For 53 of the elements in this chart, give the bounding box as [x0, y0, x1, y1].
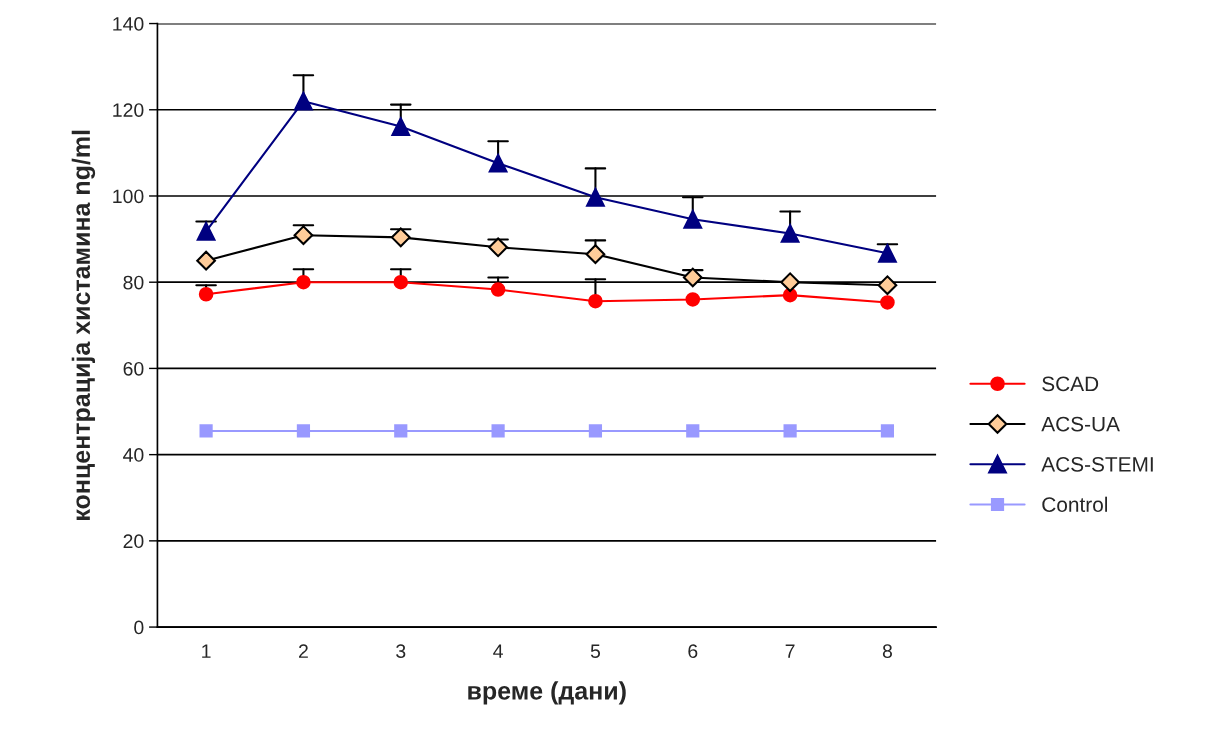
point: [780, 224, 800, 243]
x-tick-label: 8: [882, 644, 892, 659]
point: [490, 282, 506, 297]
point: [488, 237, 508, 258]
point: [783, 424, 797, 438]
x-tick-label: 5: [590, 644, 601, 659]
point: [780, 272, 800, 293]
point: [390, 227, 411, 248]
point: [293, 225, 314, 246]
y-tick-label: 100: [113, 189, 144, 204]
legend-label: ACS-STEMI: [1041, 456, 1153, 472]
x-tick-label: 4: [493, 644, 503, 658]
point: [491, 424, 505, 438]
x-tick-label: 7: [785, 644, 795, 658]
point: [877, 275, 898, 296]
point: [196, 221, 216, 241]
x-tick-label: 1: [202, 644, 211, 658]
point: [391, 117, 411, 136]
x-tick-label: 3: [396, 644, 406, 659]
legend-label: ACS-UA: [1041, 416, 1120, 432]
point: [586, 187, 605, 207]
point: [196, 250, 216, 271]
y-tick-label: 0: [134, 620, 144, 635]
point: [488, 153, 508, 173]
y-tick-label: 20: [123, 534, 144, 549]
point: [685, 292, 701, 307]
point: [394, 424, 408, 438]
point: [294, 91, 313, 111]
point: [393, 274, 409, 290]
point: [683, 209, 703, 229]
x-axis-title: време (дани): [468, 681, 626, 705]
point: [880, 295, 895, 310]
point: [585, 244, 606, 265]
point: [296, 274, 311, 290]
point: [588, 424, 603, 438]
y-tick-label: 60: [123, 361, 144, 376]
point: [682, 267, 703, 288]
y-tick-label: 120: [113, 103, 144, 118]
point: [588, 293, 603, 309]
y-tick-label: 140: [113, 17, 144, 31]
x-tick-label: 6: [688, 644, 698, 659]
point: [198, 286, 214, 302]
point: [686, 424, 700, 438]
x-tick-label: 2: [299, 644, 308, 658]
y-tick-label: 80: [123, 275, 144, 290]
legend-label: SCAD: [1042, 376, 1099, 392]
point: [880, 424, 895, 438]
point: [199, 424, 213, 438]
y-axis-title: концентрација хистамина ng/ml: [71, 130, 96, 520]
legend-label: Control: [1042, 496, 1108, 512]
point: [296, 424, 311, 438]
point: [878, 243, 897, 263]
y-tick-label: 40: [123, 448, 144, 462]
